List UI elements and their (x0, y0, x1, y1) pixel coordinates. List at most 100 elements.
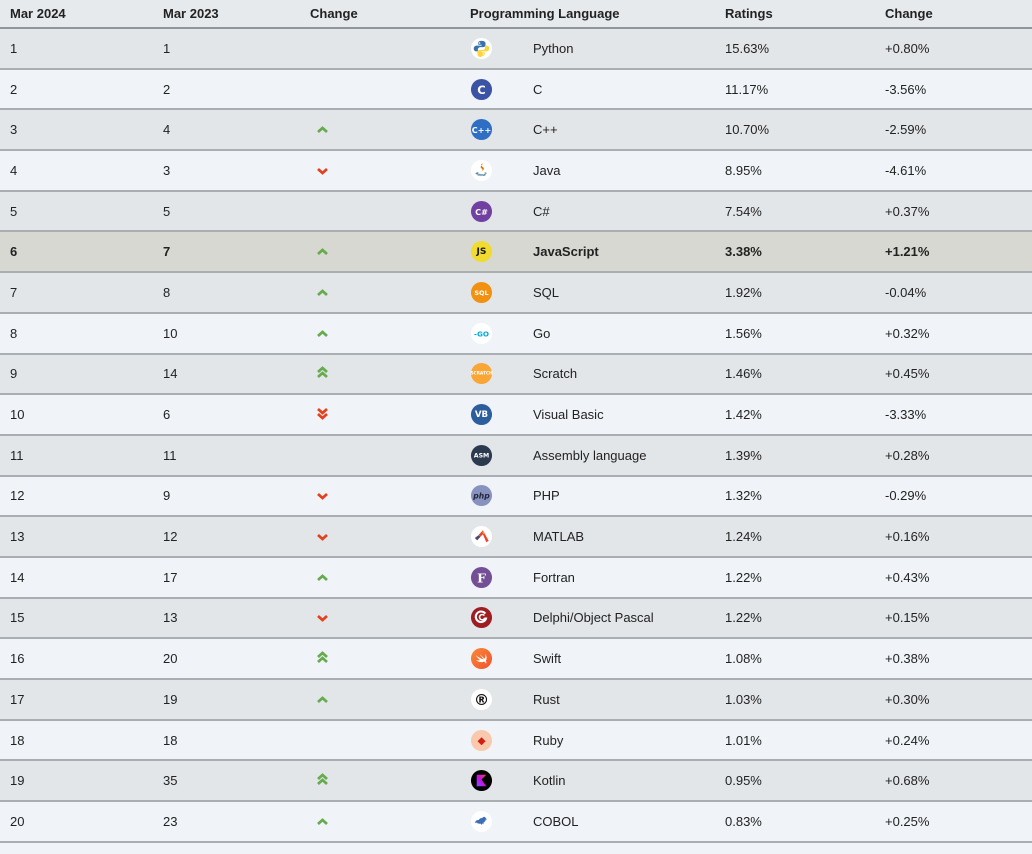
table-row[interactable]: 1 1 Python 15.63% +0.80% (0, 29, 1032, 70)
table-row[interactable]: 16 20 Swift 1.08% +0.38% (0, 639, 1032, 680)
table-row[interactable]: 18 18 ◆ Ruby 1.01% +0.24% (0, 720, 1032, 762)
language-cell: -GO Go (460, 322, 715, 345)
language-name: Kotlin (533, 773, 566, 789)
trend-icon (316, 573, 329, 582)
language-name: C# (533, 203, 550, 219)
table-row[interactable]: 7 8 SQL SQL 1.92% -0.04% (0, 273, 1032, 314)
rating-value: 1.22% (725, 569, 762, 585)
rank-current: 5 (10, 203, 18, 219)
rating-value: 0.83% (725, 813, 762, 829)
table-row[interactable]: 11 11 ASM Assembly language 1.39% +0.28% (0, 435, 1032, 477)
table-body: 1 1 Python 15.63% +0.80% 2 2 C C 11.17% … (0, 29, 1032, 843)
matlab-icon (470, 525, 493, 548)
table-row[interactable]: 20 23 COBOL 0.83% +0.25% (0, 802, 1032, 843)
language-name: SQL (533, 284, 560, 300)
delphi-icon (470, 606, 493, 629)
table-row[interactable]: 19 35 Kotlin 0.95% +0.68% (0, 761, 1032, 803)
language-cell: SCRATCH Scratch (460, 362, 715, 385)
language-name: Java (533, 162, 561, 178)
rating-change: +0.45% (885, 366, 930, 382)
rank-previous: 3 (163, 162, 171, 178)
table-row[interactable]: 9 14 SCRATCH Scratch 1.46% +0.45% (0, 354, 1032, 396)
rank-current: 15 (10, 610, 25, 626)
rating-change: -4.61% (885, 162, 927, 178)
swift-icon (470, 647, 493, 670)
language-name: JavaScript (533, 244, 599, 260)
rank-current: 9 (10, 366, 18, 382)
table-row[interactable]: 5 5 C# C# 7.54% +0.37% (0, 191, 1032, 233)
cpp-icon: C++ (470, 118, 493, 141)
trend-cell (300, 610, 460, 625)
table-row[interactable]: 14 17 F Fortran 1.22% +0.43% (0, 557, 1032, 599)
rank-current: 14 (10, 569, 25, 585)
rating-change: +0.38% (885, 651, 930, 667)
header-ratings: Ratings (725, 6, 773, 21)
table-row[interactable]: 3 4 C++ C++ 10.70% -2.59% (0, 110, 1032, 152)
rating-change: -3.33% (885, 407, 927, 423)
rank-previous: 12 (163, 529, 178, 545)
trend-icon (316, 289, 329, 297)
rating-change: +0.80% (885, 40, 930, 56)
language-name: Visual Basic (533, 407, 604, 423)
trend-cell (300, 814, 460, 829)
rank-current: 3 (10, 122, 18, 138)
svg-text:ASM: ASM (474, 452, 489, 459)
svg-text:php: php (472, 492, 490, 501)
rank-previous: 19 (163, 691, 178, 707)
trend-cell (300, 692, 460, 707)
table-row[interactable]: 4 3 Java 8.95% -4.61% (0, 151, 1032, 192)
trend-cell (300, 488, 460, 503)
rating-change: +0.37% (885, 203, 930, 219)
python-icon (470, 37, 493, 60)
table-row[interactable]: 8 10 -GO Go 1.56% +0.32% (0, 313, 1032, 355)
language-cell: C# C# (460, 200, 715, 223)
language-cell: ASM Assembly language (460, 444, 715, 467)
rank-previous: 20 (163, 651, 178, 667)
language-name: Python (533, 40, 574, 56)
table-row[interactable]: 17 19 ® Rust 1.03% +0.30% (0, 680, 1032, 721)
trend-cell (300, 448, 460, 463)
language-cell: MATLAB (460, 525, 715, 548)
svg-text:JS: JS (476, 247, 487, 257)
rank-previous: 6 (163, 407, 171, 423)
java-icon (470, 159, 493, 182)
svg-text:◆: ◆ (477, 735, 486, 747)
sql-icon: SQL (470, 281, 493, 304)
header-rank-previous: Mar 2023 (163, 6, 219, 21)
language-name: Fortran (533, 569, 575, 585)
language-name: Go (533, 325, 551, 341)
table-row[interactable]: 2 2 C C 11.17% -3.56% (0, 69, 1032, 111)
rating-value: 1.39% (725, 447, 762, 463)
rank-previous: 13 (163, 610, 178, 626)
table-row[interactable]: 15 13 Delphi/Object Pascal 1.22% +0.15% (0, 598, 1032, 640)
header-rank-current: Mar 2024 (10, 6, 66, 21)
table-row[interactable]: 10 6 VB Visual Basic 1.42% -3.33% (0, 395, 1032, 436)
trend-cell (300, 122, 460, 137)
table-row[interactable]: 13 12 MATLAB 1.24% +0.16% (0, 517, 1032, 558)
rank-previous: 2 (163, 81, 171, 97)
trend-cell (300, 570, 460, 585)
rating-change: -3.56% (885, 81, 927, 97)
language-cell: JS JavaScript (460, 240, 715, 263)
trend-cell (300, 244, 460, 259)
table-row[interactable]: 12 9 php PHP 1.32% -0.29% (0, 476, 1032, 518)
table-row[interactable]: 6 7 JS JavaScript 3.38% +1.21% (0, 232, 1032, 274)
trend-cell (300, 365, 460, 382)
rank-previous: 14 (163, 366, 178, 382)
rank-previous: 1 (163, 40, 171, 56)
svg-text:SQL: SQL (474, 289, 488, 297)
rank-previous: 11 (163, 447, 177, 463)
trend-cell (300, 326, 460, 341)
assembly-icon: ASM (470, 444, 493, 467)
rating-change: +1.21% (885, 244, 930, 260)
svg-text:®: ® (474, 691, 489, 709)
kotlin-icon (470, 769, 493, 792)
language-cell: ® Rust (460, 688, 715, 711)
svg-text:-GO: -GO (474, 329, 489, 338)
language-name: Rust (533, 691, 560, 707)
trend-cell (300, 41, 460, 56)
language-name: PHP (533, 488, 560, 504)
rating-value: 1.56% (725, 325, 762, 341)
language-cell: C++ C++ (460, 118, 715, 141)
